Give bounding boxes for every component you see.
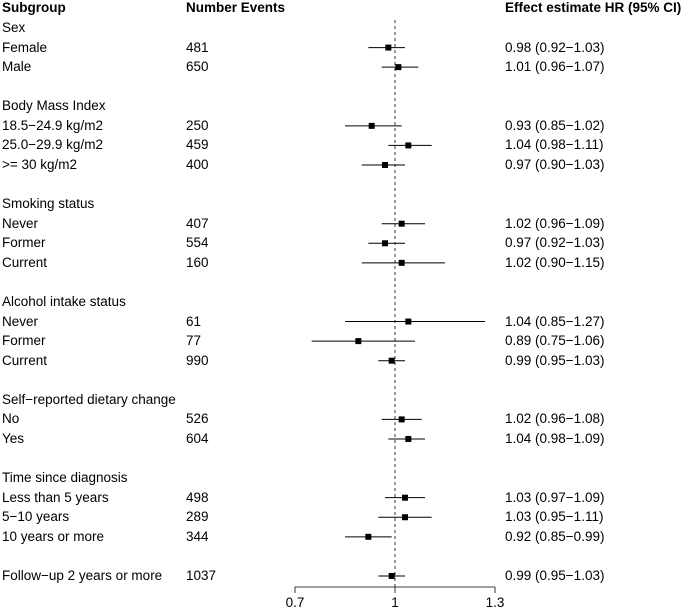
event-count: 407: [186, 215, 209, 231]
event-count: 289: [186, 509, 209, 525]
event-count: 481: [186, 39, 209, 55]
point-estimate: [402, 514, 408, 521]
event-count: 650: [186, 59, 209, 75]
point-estimate: [382, 240, 388, 247]
subgroup-label: Never: [2, 313, 39, 329]
point-estimate: [385, 44, 392, 51]
event-count: 554: [186, 235, 209, 251]
subgroup-label: Former: [2, 235, 46, 251]
event-count: 990: [186, 352, 209, 368]
effect-estimate-text: 1.01 (0.96−1.07): [505, 59, 605, 75]
group-label: Smoking status: [2, 196, 95, 212]
point-estimate: [355, 338, 362, 345]
effect-estimate-text: 0.92 (0.85−0.99): [505, 528, 605, 544]
group-label: Alcohol intake status: [2, 293, 126, 309]
point-estimate: [398, 259, 405, 266]
group-label: Sex: [2, 20, 26, 35]
point-estimate: [402, 494, 408, 501]
subgroup-label: Female: [2, 39, 48, 55]
point-estimate: [405, 318, 412, 325]
point-estimate: [382, 161, 388, 168]
effect-estimate-text: 0.99 (0.95−1.03): [505, 567, 605, 583]
subgroup-label: Never: [2, 215, 39, 231]
subgroup-label: >= 30 kg/m2: [2, 156, 78, 172]
effect-estimate-text: 1.03 (0.97−1.09): [505, 489, 605, 505]
event-count: 604: [186, 430, 209, 446]
effect-estimate-text: 1.02 (0.96−1.09): [505, 215, 605, 231]
subgroup-label: No: [2, 411, 20, 427]
subgroup-label: Yes: [2, 430, 25, 446]
effect-estimate-text: 0.97 (0.90−1.03): [505, 156, 605, 172]
event-count: 160: [186, 254, 209, 270]
effect-estimate-header: Effect estimate HR (95% CI): [505, 0, 682, 15]
subgroup-label: 5−10 years: [2, 509, 70, 525]
subgroup-label: Less than 5 years: [2, 489, 109, 505]
point-estimate: [368, 122, 375, 129]
point-estimate: [388, 357, 395, 364]
event-count: 526: [186, 411, 209, 427]
effect-estimate-text: 1.04 (0.98−1.11): [505, 137, 604, 153]
subgroup-label: Follow−up 2 years or more: [2, 567, 163, 583]
event-count: 250: [186, 117, 209, 133]
subgroup-label: 25.0−29.9 kg/m2: [2, 137, 103, 153]
point-estimate: [398, 220, 405, 227]
subgroup-label: Current: [2, 352, 48, 368]
group-label: Body Mass Index: [2, 98, 106, 114]
point-estimate: [388, 572, 395, 579]
event-count: 1037: [186, 567, 217, 583]
effect-estimate-text: 0.93 (0.85−1.02): [505, 117, 605, 133]
effect-estimate-text: 0.89 (0.75−1.06): [505, 333, 605, 349]
point-estimate: [395, 64, 402, 71]
x-tick-label: 0.7: [286, 595, 305, 609]
group-label: Time since diagnosis: [2, 470, 128, 486]
event-count: 498: [186, 489, 209, 505]
effect-estimate-text: 1.03 (0.95−1.11): [505, 509, 604, 525]
event-count: 459: [186, 137, 209, 153]
point-estimate: [405, 142, 412, 149]
point-estimate: [365, 533, 372, 540]
number-events-header: Number Events: [186, 0, 286, 15]
subgroup-label: Current: [2, 254, 48, 270]
event-count: 400: [186, 156, 209, 172]
group-label: Self−reported dietary change: [2, 391, 176, 407]
subgroup-label: Male: [2, 59, 32, 75]
subgroup-label: 10 years or more: [2, 528, 105, 544]
x-tick-label: 1.3: [486, 595, 505, 609]
subgroup-label: Former: [2, 333, 46, 349]
event-count: 344: [186, 528, 209, 544]
x-tick-label: 1: [391, 595, 399, 609]
subgroup-label: 18.5−24.9 kg/m2: [2, 117, 103, 133]
point-estimate: [398, 416, 405, 423]
effect-estimate-text: 1.04 (0.98−1.09): [505, 430, 605, 446]
point-estimate: [405, 435, 412, 442]
effect-estimate-text: 0.99 (0.95−1.03): [505, 352, 605, 368]
subgroup-header: Subgroup: [2, 0, 66, 15]
effect-estimate-text: 0.97 (0.92−1.03): [505, 235, 605, 251]
effect-estimate-text: 1.02 (0.96−1.08): [505, 411, 605, 427]
effect-estimate-text: 0.98 (0.92−1.03): [505, 39, 605, 55]
event-count: 61: [186, 313, 202, 329]
effect-estimate-text: 1.02 (0.90−1.15): [505, 254, 605, 270]
effect-estimate-text: 1.04 (0.85−1.27): [505, 313, 605, 329]
event-count: 77: [186, 333, 202, 349]
